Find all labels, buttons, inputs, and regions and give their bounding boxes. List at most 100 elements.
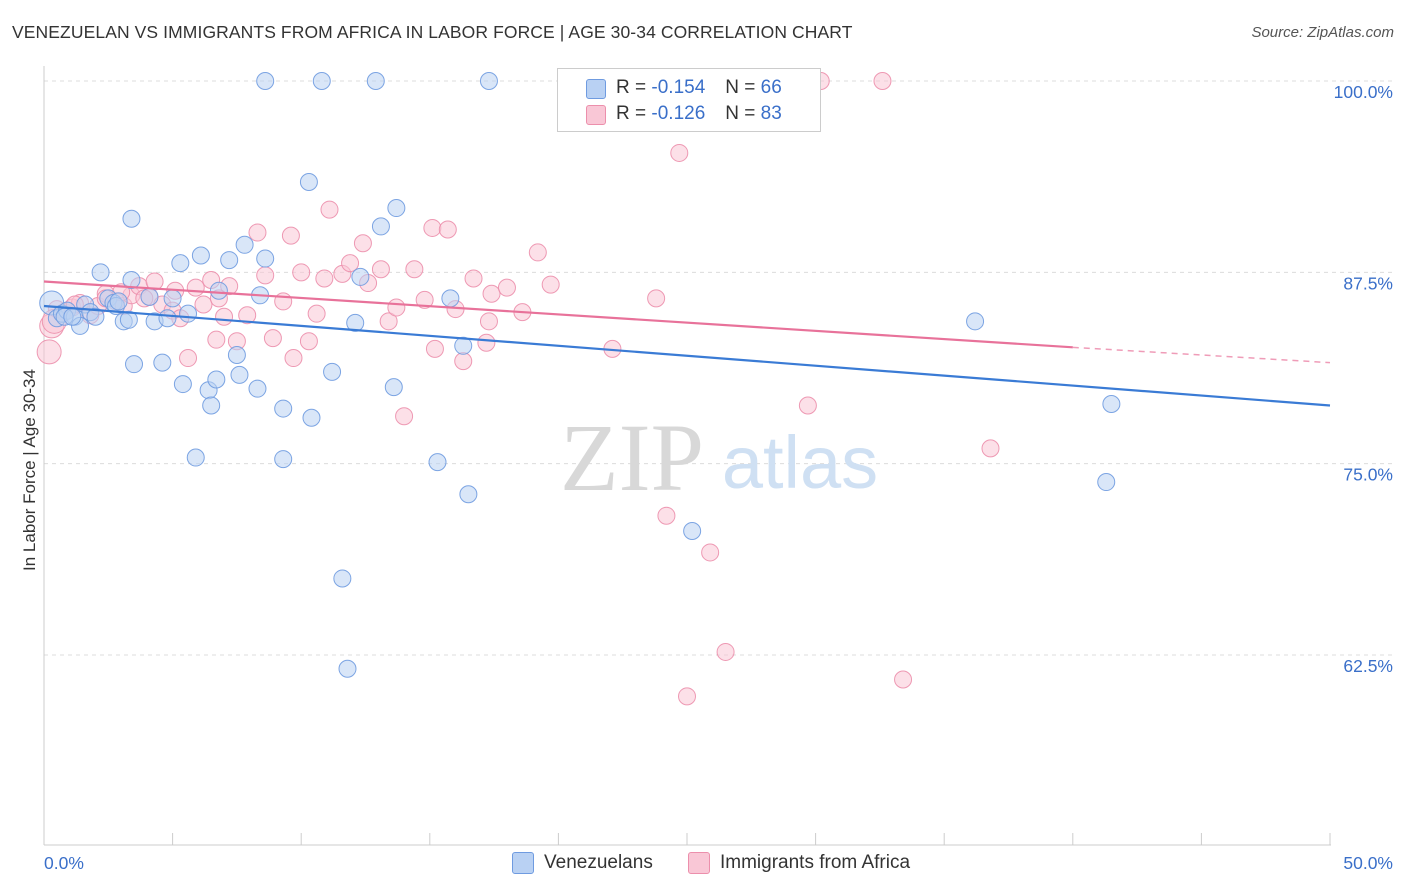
africa-point <box>438 220 457 239</box>
africa-point <box>215 307 234 326</box>
venezuelans-point <box>202 396 221 415</box>
series-venezuelans-points <box>39 72 1121 678</box>
venezuelans-point <box>63 307 82 326</box>
africa-point <box>425 339 444 358</box>
africa-point <box>423 218 442 237</box>
africa-point <box>670 143 689 162</box>
africa-point <box>497 278 516 297</box>
venezuelans-point <box>122 209 141 228</box>
y-tick-label: 62.5% <box>1343 656 1393 676</box>
africa-point <box>454 352 473 371</box>
africa-point <box>678 687 696 706</box>
legend-r-value: -0.126 <box>651 103 706 124</box>
africa-point <box>405 260 424 279</box>
venezuelans-point <box>384 378 403 397</box>
venezuelans-point <box>173 375 192 394</box>
bottom-legend-swatch-venezuelans <box>512 852 534 874</box>
africa-point <box>647 289 666 308</box>
venezuelans-point <box>256 249 275 268</box>
legend-n-value: 66 <box>760 77 782 98</box>
africa-point <box>541 275 560 294</box>
venezuelans-point <box>86 307 105 326</box>
legend-swatch-venezuelans <box>586 79 606 99</box>
venezuelans-point <box>366 72 385 90</box>
bottom-legend-swatch-africa <box>688 852 710 874</box>
africa-point <box>528 243 547 262</box>
africa-point <box>894 670 913 689</box>
venezuelans-point <box>191 246 210 265</box>
watermark-zip: ZIP <box>560 404 704 511</box>
africa-point <box>256 266 275 285</box>
venezuelans-point <box>207 370 226 389</box>
venezuelans-point <box>338 659 357 678</box>
africa-point <box>395 407 414 426</box>
africa-point <box>186 278 205 297</box>
bottom-legend-africa: Immigrants from Africa <box>688 852 910 874</box>
y-tick-label: 100.0% <box>1334 82 1393 102</box>
africa-point <box>477 333 496 352</box>
legend: R = -0.154 N = 66 R = -0.126 N = 83 <box>557 68 821 132</box>
africa-point <box>207 330 226 349</box>
venezuelans-point <box>153 353 172 372</box>
venezuelans-point <box>256 72 275 90</box>
chart-title: VENEZUELAN VS IMMIGRANTS FROM AFRICA IN … <box>12 22 853 42</box>
venezuelans-point <box>371 217 390 236</box>
venezuelans-point <box>91 263 110 282</box>
africa-point <box>387 298 406 317</box>
venezuelans-point <box>179 304 198 323</box>
venezuelans-point <box>312 72 331 90</box>
africa-point <box>238 306 257 325</box>
venezuelans-point <box>274 399 293 418</box>
legend-row-venezuelans: R = -0.154 N = 66 <box>616 76 782 100</box>
trend-line-africa-extension <box>1072 346 1331 364</box>
venezuelans-point <box>220 251 239 270</box>
venezuelans-point <box>441 289 460 308</box>
venezuelans-point <box>186 448 205 467</box>
y-tick-label: 87.5% <box>1343 273 1393 293</box>
africa-point <box>873 72 892 90</box>
venezuelans-point <box>125 355 144 374</box>
x-tick-labels: 0.0% 50.0% <box>44 853 1393 873</box>
legend-r-label: R = <box>616 103 647 124</box>
africa-point <box>482 284 501 303</box>
venezuelans-point <box>302 408 321 427</box>
venezuelans-point <box>966 312 985 331</box>
x-tick-label: 50.0% <box>1343 853 1393 873</box>
africa-point <box>248 223 267 242</box>
venezuelans-point <box>1097 473 1116 492</box>
venezuelans-point <box>479 72 498 90</box>
legend-row-africa: R = -0.126 N = 83 <box>616 102 782 126</box>
y-tick-labels: 100.0% 87.5% 75.0% 62.5% <box>1334 82 1393 676</box>
africa-point <box>353 234 372 253</box>
venezuelans-point <box>428 453 447 472</box>
venezuelans-point <box>119 310 138 329</box>
venezuelans-point <box>299 173 318 192</box>
legend-r-label: R = <box>616 77 647 98</box>
africa-point <box>299 332 318 351</box>
venezuelans-point <box>109 292 128 311</box>
venezuelans-point <box>158 309 177 328</box>
axes <box>43 66 1331 846</box>
africa-point <box>320 200 339 219</box>
africa-point <box>36 339 62 365</box>
africa-point <box>464 269 483 288</box>
africa-point <box>379 312 398 331</box>
venezuelans-point <box>387 199 406 218</box>
venezuelans-point <box>230 365 249 384</box>
africa-point <box>798 396 817 415</box>
y-tick-label: 75.0% <box>1343 465 1393 485</box>
legend-n-label: N = <box>725 103 756 124</box>
africa-point <box>284 349 303 368</box>
africa-point <box>263 329 282 348</box>
venezuelans-point <box>163 289 182 308</box>
venezuelans-point <box>227 345 246 364</box>
africa-point <box>657 506 676 525</box>
africa-point <box>194 295 213 314</box>
grid <box>44 80 1395 656</box>
africa-point <box>981 439 1000 458</box>
venezuelans-point <box>351 267 370 286</box>
watermark: ZIP atlas <box>560 404 878 511</box>
africa-point <box>371 260 390 279</box>
venezuelans-point <box>171 254 190 273</box>
